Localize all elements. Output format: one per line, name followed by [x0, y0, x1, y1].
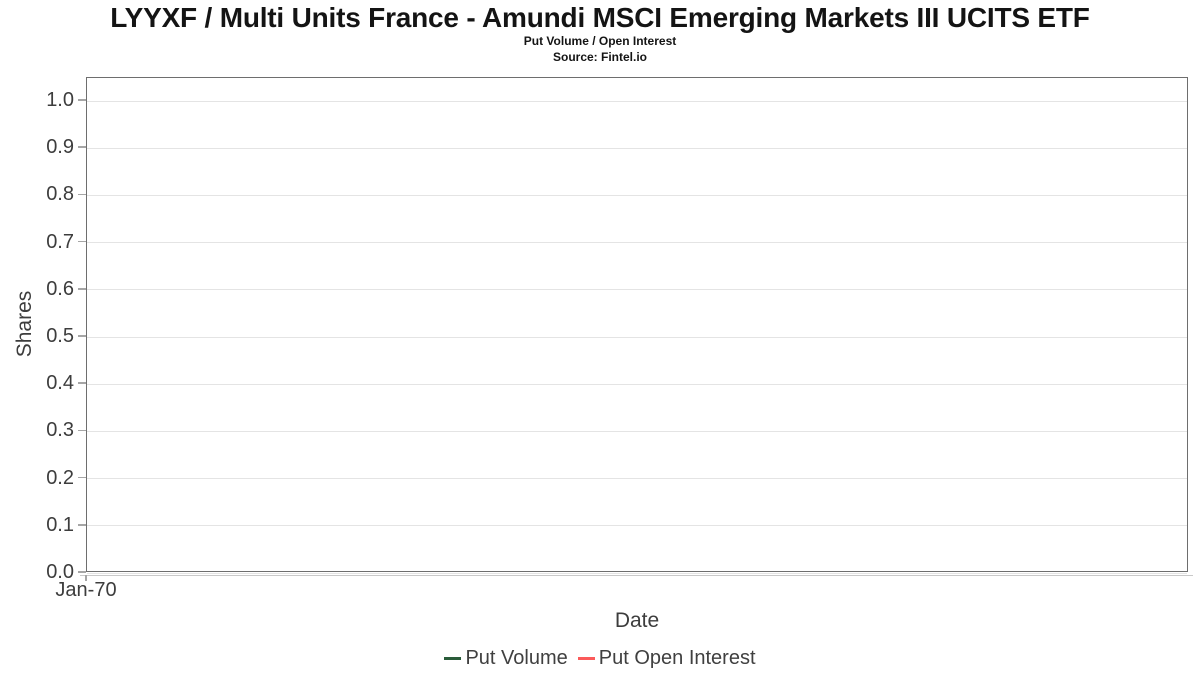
y-tick-label: 0.7: [46, 230, 74, 253]
plot-area: [86, 77, 1188, 574]
legend-label: Put Open Interest: [598, 647, 756, 669]
y-tick-label: 0.9: [46, 136, 74, 159]
chart-subtitle: Put Volume / Open Interest: [523, 34, 677, 48]
chart-source: Source: Fintel.io: [552, 50, 647, 64]
y-gridline: [87, 289, 1187, 291]
y-axis-title: Shares: [13, 290, 36, 358]
y-gridline: [87, 430, 1187, 432]
y-gridline: [87, 147, 1187, 149]
x-axis-title: Date: [614, 609, 660, 632]
y-gridline: [87, 194, 1187, 196]
x-axis-line: [80, 574, 1193, 576]
y-tick-label: 0.2: [46, 466, 74, 489]
y-tick-mark: [78, 476, 86, 479]
y-tick-label: 0.0: [46, 561, 74, 583]
y-tick-label: 0.6: [46, 277, 74, 300]
y-tick-mark: [78, 571, 86, 573]
legend: Put Volume Put Open Interest: [0, 645, 1200, 671]
y-gridline: [87, 478, 1187, 480]
legend-item-put-open-interest: Put Open Interest: [577, 646, 756, 670]
y-gridline: [87, 242, 1187, 244]
y-tick-mark: [78, 193, 86, 196]
y-tick-mark: [78, 335, 86, 337]
y-tick-label: 0.3: [46, 419, 74, 442]
legend-label: Put Volume: [465, 647, 568, 669]
y-tick-label: 0.5: [46, 325, 74, 347]
y-gridline: [87, 383, 1187, 385]
y-tick-label: 0.4: [46, 372, 74, 395]
y-tick-mark: [78, 288, 86, 290]
y-tick-mark: [78, 99, 86, 101]
y-gridline: [87, 100, 1187, 102]
y-gridline: [87, 336, 1187, 338]
y-tick-label: 0.8: [46, 183, 74, 206]
y-tick-mark: [78, 146, 86, 148]
y-tick-mark: [78, 429, 86, 432]
legend-line-icon: [577, 656, 595, 660]
y-tick-label: 1.0: [46, 89, 74, 111]
y-tick-mark: [78, 240, 86, 243]
y-tick-mark: [78, 524, 86, 526]
chart-title: LYYXF / Multi Units France - Amundi MSCI…: [110, 2, 1090, 33]
y-gridline: [87, 525, 1187, 527]
legend-line-icon: [444, 656, 462, 660]
y-gridline: [87, 572, 1187, 574]
y-tick-label: 0.1: [46, 513, 74, 536]
x-tick-mark: [85, 574, 87, 581]
legend-item-put-volume: Put Volume: [444, 646, 568, 670]
x-tick-label: Jan-70: [55, 579, 117, 601]
y-tick-mark: [78, 382, 86, 384]
